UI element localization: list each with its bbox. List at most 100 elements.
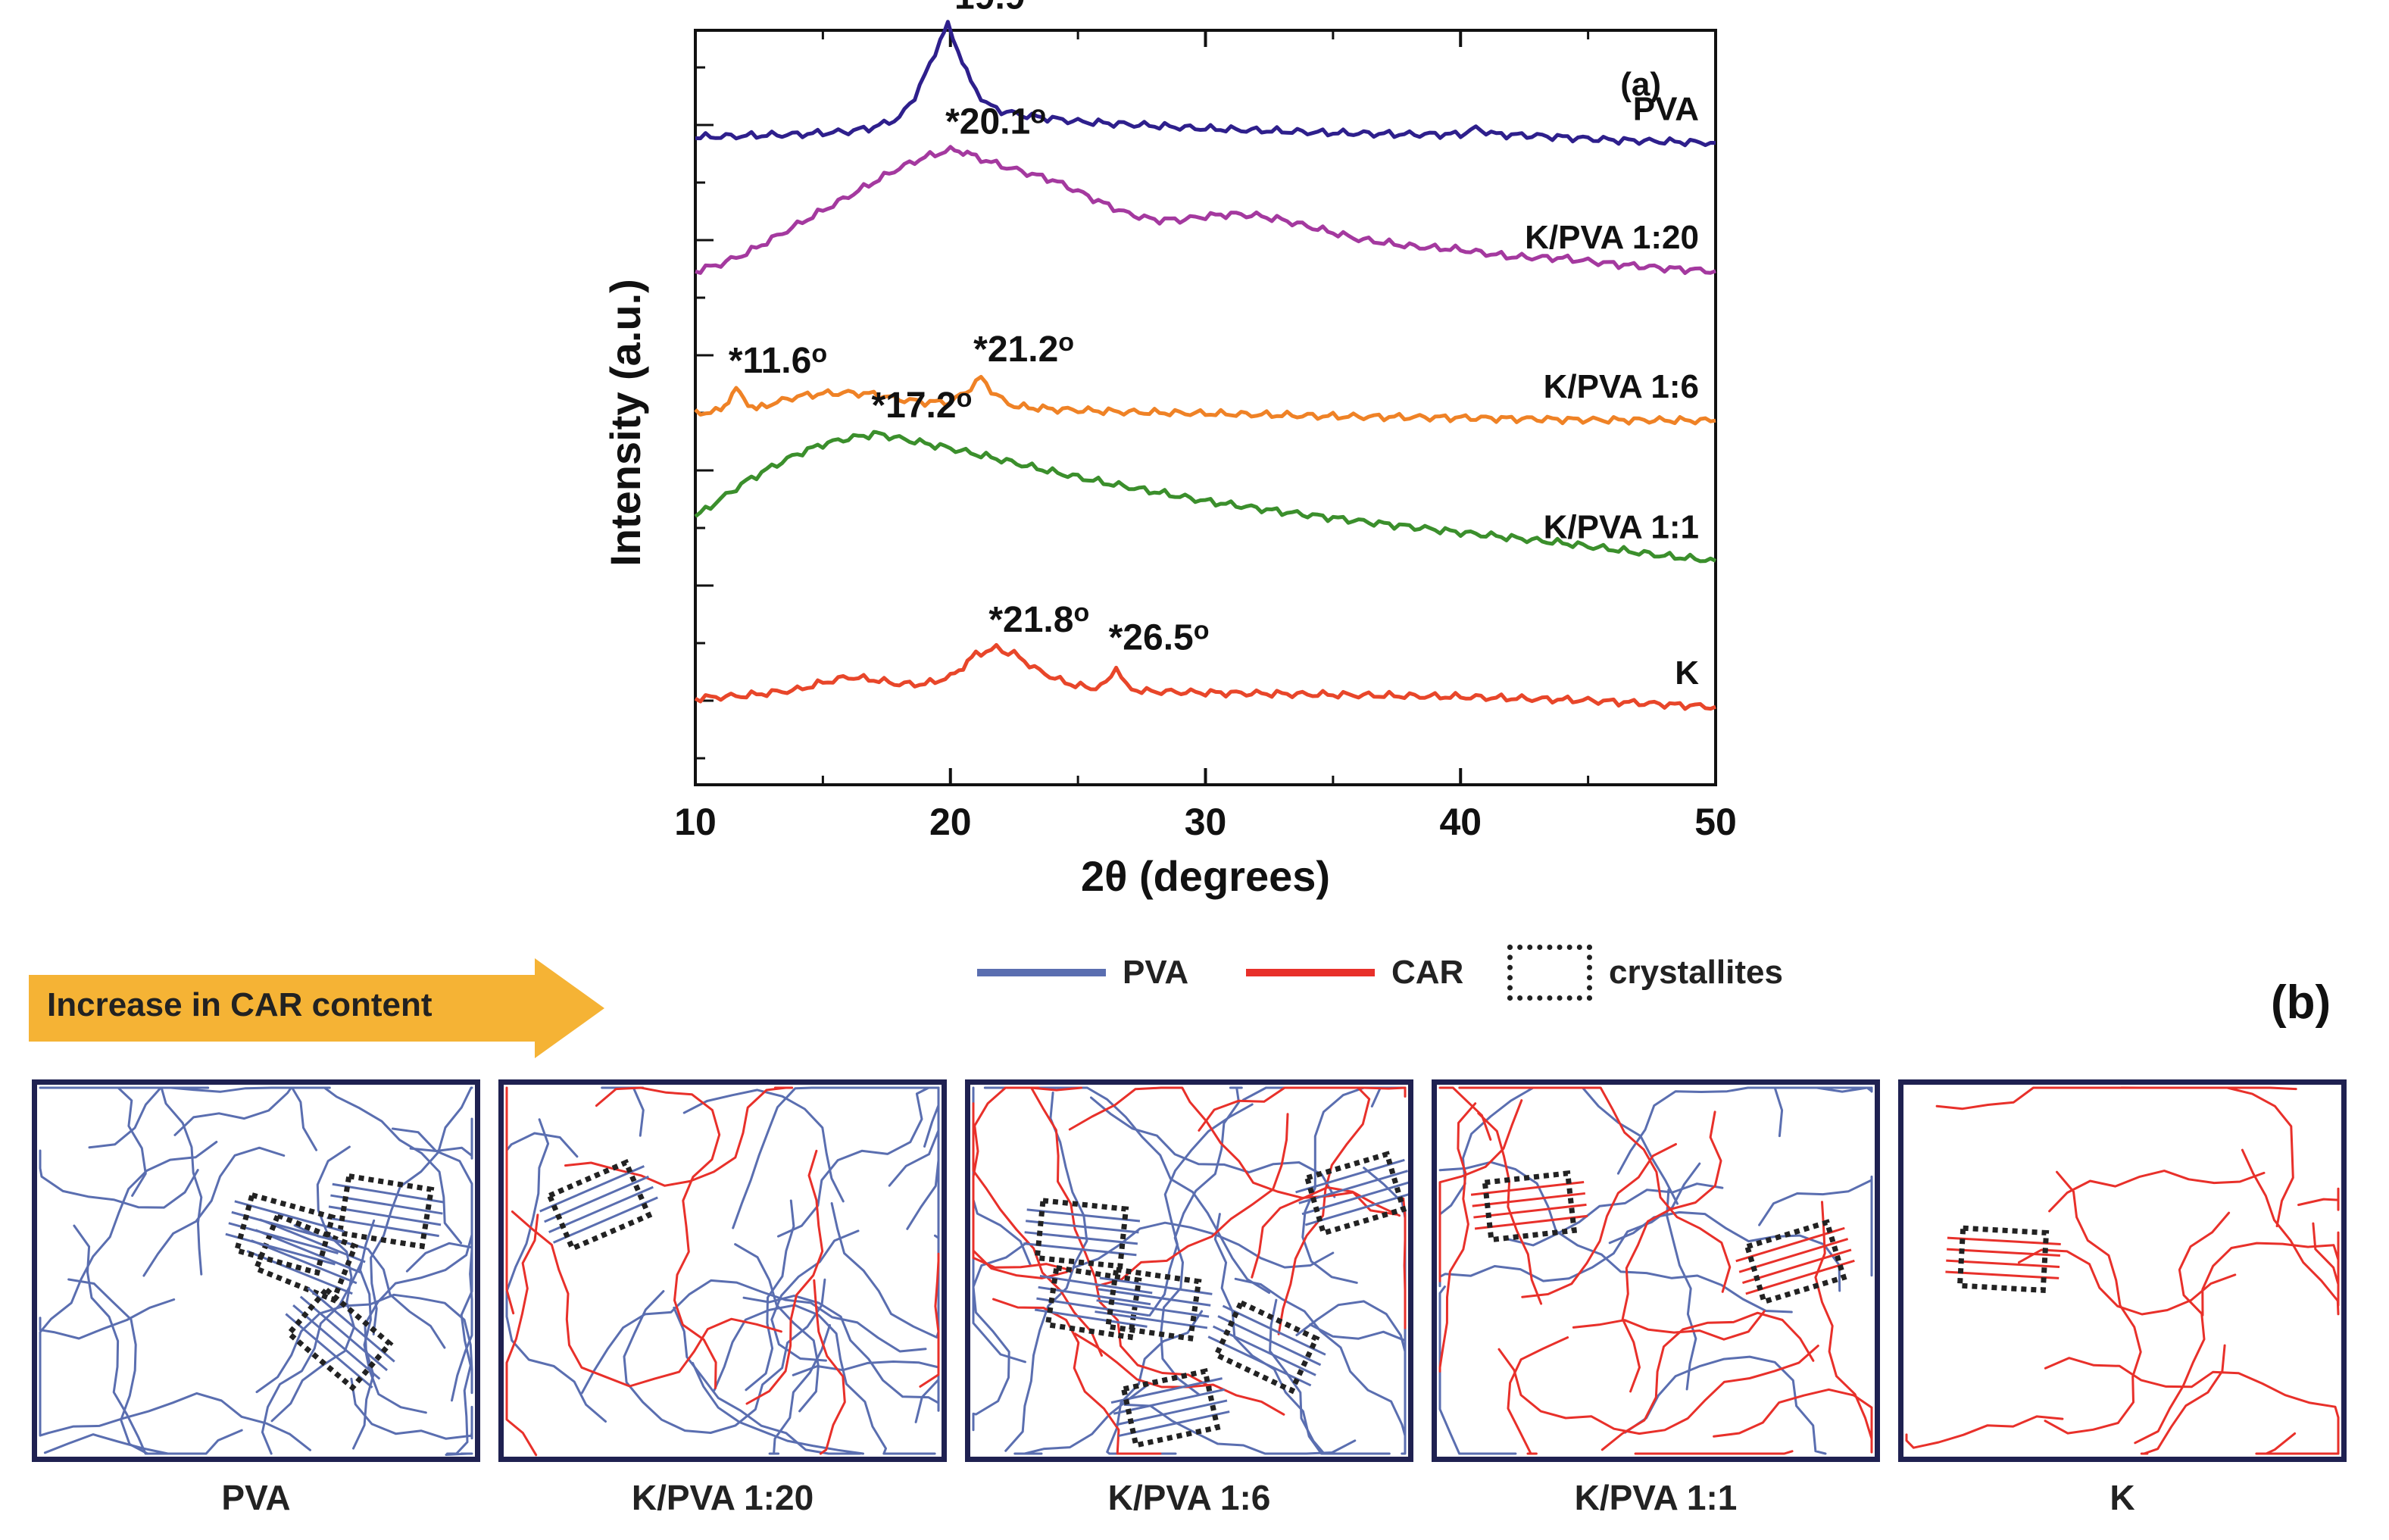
car-chain: [1814, 1201, 1873, 1447]
car-chain: [813, 1279, 846, 1455]
crystallite-chain: [292, 1304, 381, 1380]
crystallite-chain: [1947, 1248, 2060, 1257]
car-chain: [2044, 1170, 2142, 1435]
pva-chain: [261, 1258, 364, 1455]
crystallite-chain: [1217, 1315, 1322, 1367]
car-chain: [505, 1086, 515, 1315]
pva-chain: [43, 1429, 243, 1455]
car-chain: [511, 1210, 782, 1388]
crystallite-chain: [1026, 1208, 1141, 1223]
car-chain: [1621, 1110, 1722, 1393]
crystallite-chain: [1472, 1192, 1585, 1207]
crystallite: [225, 1192, 345, 1276]
pva-chain: [777, 1086, 940, 1238]
schematic-label-k-pva-1-6: K/PVA 1:6: [1107, 1478, 1271, 1517]
pva-chain: [88, 1086, 210, 1149]
x-tick-label: 40: [1439, 801, 1482, 843]
crystallite-box: [1482, 1170, 1578, 1243]
car-chain: [1438, 1099, 1523, 1282]
series-label-k-pva-1-1: K/PVA 1:1: [1544, 508, 1699, 545]
peak-annotation: *19.9o: [940, 0, 1041, 17]
crystallite-chain: [307, 1287, 395, 1363]
car-chain: [1095, 1113, 1289, 1288]
schematic-k: [1898, 1079, 2347, 1462]
car-chain: [1073, 1332, 1285, 1416]
schematic-label-k-pva-1-20: K/PVA 1:20: [631, 1478, 814, 1517]
crystallite-chain: [228, 1222, 339, 1254]
series-line-k: [694, 642, 1716, 711]
pva-chain: [142, 1146, 286, 1277]
crystallite-box: [285, 1285, 394, 1392]
crystallite: [1470, 1170, 1588, 1243]
crystallite-chain: [1038, 1285, 1151, 1306]
schematic-k-pva-1-20: [498, 1079, 947, 1462]
series-label-k-pva-1-6: K/PVA 1:6: [1544, 368, 1699, 405]
series-line-pva: [695, 20, 1716, 148]
increase-arrow: [29, 958, 604, 1058]
arrow-label: Increase in CAR content: [47, 986, 433, 1023]
panel-b-tag: (b): [2271, 976, 2331, 1029]
pva-chain: [745, 1199, 795, 1392]
series-group: [694, 20, 1717, 711]
crystallite-chain: [1222, 1304, 1326, 1356]
car-chain: [2241, 1148, 2340, 1316]
pva-chain: [1623, 1355, 1827, 1455]
car-chain: [1277, 1086, 1371, 1335]
pva-chain: [1123, 1403, 1357, 1455]
crystallite-box: [1304, 1151, 1407, 1237]
pva-chain: [1438, 1285, 1517, 1455]
crystallite-chain: [1298, 1170, 1408, 1204]
car-chain: [1497, 1345, 1819, 1435]
crystallite: [1110, 1368, 1230, 1449]
pva-chain: [1295, 1300, 1407, 1455]
crystallite: [1295, 1151, 1408, 1237]
car-chain: [564, 1086, 794, 1187]
car-chain: [2119, 1086, 2294, 1228]
pva-chain: [409, 1117, 473, 1160]
car-chain: [595, 1086, 721, 1389]
pva-chain: [270, 1145, 355, 1423]
crystallite-box: [1213, 1299, 1320, 1395]
series-line-k-pva-1-6: [694, 375, 1716, 426]
car-chain: [992, 1298, 1162, 1455]
legend-item-crystallites: crystallites: [1507, 942, 1783, 1003]
pva-chain: [1241, 1086, 1388, 1107]
pva-chain: [742, 1295, 940, 1412]
legend-swatch-pva: [977, 969, 1106, 976]
peak-annotation: *17.2o: [871, 384, 972, 426]
car-chain: [1198, 1086, 1407, 1132]
series-label-k-pva-1-20: K/PVA 1:20: [1525, 219, 1699, 256]
schematic-k-pva-1-1: [1432, 1079, 1880, 1462]
pva-chain: [39, 1392, 311, 1451]
schematic-label-k-pva-1-1: K/PVA 1:1: [1574, 1478, 1738, 1517]
schematic-label-k: K: [2110, 1478, 2135, 1517]
crystallite-box: [1045, 1264, 1142, 1341]
car-chain: [1507, 1336, 1569, 1455]
crystallite-chain: [285, 1313, 373, 1388]
car-chain: [2134, 1211, 2231, 1445]
x-axis-title: 2θ (degrees): [1081, 852, 1330, 900]
x-tick-label: 10: [674, 801, 717, 843]
car-chain: [1438, 1102, 1477, 1373]
crystallite-box: [233, 1192, 336, 1276]
series-line-k-pva-1-1: [694, 430, 1717, 564]
crystallite: [326, 1173, 445, 1250]
pva-chain: [1758, 1175, 1873, 1277]
car-chain: [1600, 1311, 1815, 1451]
schematic-drawing-k-pva-1-6: [972, 1086, 1408, 1455]
crystallite-chain: [1039, 1275, 1153, 1295]
pva-chain: [255, 1293, 473, 1395]
legend: PVA CAR crystallites: [977, 942, 1848, 1003]
crystallite: [1023, 1198, 1141, 1270]
crystallite-chain: [1118, 1410, 1230, 1438]
crystallite-chain: [1034, 1308, 1148, 1328]
pva-chain: [1004, 1092, 1088, 1452]
crystallite: [1095, 1267, 1213, 1342]
car-chain: [1458, 1086, 1732, 1293]
pva-chain: [692, 1361, 864, 1455]
pva-chain: [734, 1243, 820, 1413]
crystallite-chain: [225, 1232, 336, 1266]
legend-item-car: CAR: [1246, 942, 1463, 1003]
car-chain: [2048, 1170, 2266, 1213]
crystallite-chain: [1738, 1238, 1849, 1273]
